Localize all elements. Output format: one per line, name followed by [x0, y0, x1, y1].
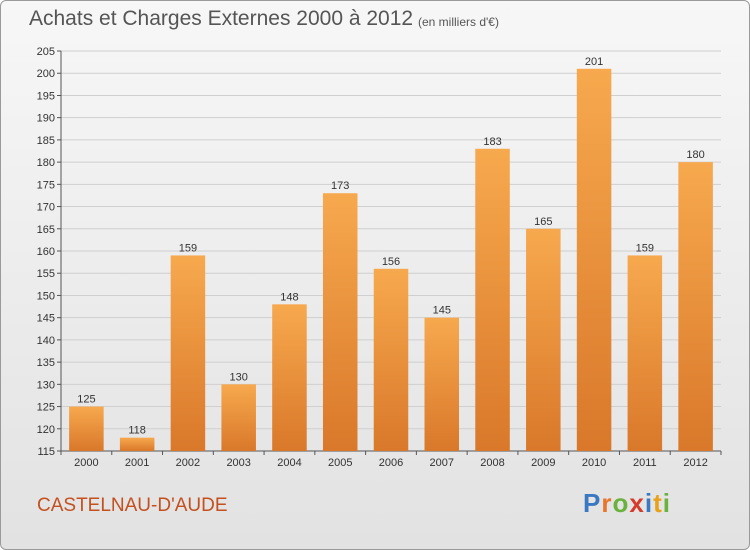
y-tick-label: 205	[37, 46, 55, 58]
logo-letter: i	[662, 488, 671, 518]
bar-2002	[170, 255, 206, 451]
data-label: 180	[686, 149, 704, 161]
data-label: 165	[534, 216, 552, 228]
x-tick-label: 2009	[531, 457, 555, 469]
bar-2012	[678, 162, 713, 451]
logo-letter: r	[601, 488, 613, 518]
y-tick-labels: 115 120 125 130 135 140 145 150 155 160 165 170 175 1…	[37, 46, 55, 458]
y-tick-label: 140	[37, 335, 55, 347]
bar-2009	[526, 228, 561, 451]
data-label: 148	[280, 291, 298, 303]
x-tick-label: 2006	[379, 457, 403, 469]
bar-2010	[576, 68, 612, 452]
data-label: 159	[636, 242, 654, 254]
y-tick-label: 145	[37, 313, 55, 325]
y-tick-label: 130	[37, 379, 55, 391]
x-tick-label: 2005	[328, 457, 352, 469]
x-tick-label: 2012	[683, 457, 707, 469]
data-labels: 125 118 159 130 148 173 156 145 183 165 201 159 180	[77, 56, 705, 437]
x-tick-label: 2010	[582, 457, 606, 469]
y-tick-label: 115	[37, 446, 55, 458]
bars	[69, 68, 713, 452]
x-tick-label: 2008	[480, 457, 504, 469]
proxiti-logo[interactable]: Proxiti	[583, 488, 671, 519]
chart-subtitle: (en milliers d'€)	[418, 15, 499, 29]
bar-2007	[424, 317, 460, 451]
y-tick-label: 120	[37, 424, 55, 436]
logo-letter: t	[653, 488, 663, 518]
bar-2005	[322, 193, 358, 451]
bar-2004	[272, 304, 307, 451]
data-label: 145	[433, 305, 451, 317]
y-tick-label: 135	[37, 357, 55, 369]
logo-letter: o	[612, 488, 630, 518]
bar-2006	[373, 268, 409, 451]
data-label: 130	[230, 371, 248, 383]
x-tick-labels: 2000 2001 2002 2003 2004 2005 2006 2007 2008 2009…	[60, 451, 722, 469]
y-tick-label: 170	[37, 202, 55, 214]
data-label: 183	[483, 136, 501, 148]
y-tick-label: 175	[37, 179, 55, 191]
x-tick-label: 2001	[125, 457, 149, 469]
y-tick-label: 125	[37, 402, 55, 414]
bar-2011	[627, 255, 663, 451]
y-tick-label: 195	[37, 90, 55, 102]
bar-2000	[69, 406, 104, 451]
logo-letter: x	[629, 488, 645, 518]
y-tick-label: 190	[37, 113, 55, 125]
data-label: 159	[179, 242, 197, 254]
x-tick-label: 2003	[226, 457, 250, 469]
location-name: CASTELNAU-D'AUDE	[37, 495, 228, 516]
data-label: 118	[128, 425, 146, 437]
chart-title: Achats et Charges Externes 2000 à 2012	[29, 7, 414, 30]
logo-letter: P	[583, 488, 602, 518]
logo-letter: i	[644, 488, 654, 518]
bar-2008	[475, 148, 510, 451]
data-label: 201	[585, 56, 603, 68]
y-tick-label: 185	[37, 135, 55, 147]
y-tick-label: 165	[37, 224, 55, 236]
x-tick-label: 2007	[430, 457, 454, 469]
y-tick-label: 155	[37, 268, 55, 280]
y-tick-label: 180	[37, 157, 55, 169]
data-label: 125	[77, 394, 95, 406]
x-tick-label: 2002	[176, 457, 200, 469]
data-label: 173	[331, 180, 349, 192]
x-tick-label: 2011	[633, 457, 657, 469]
x-tick-label: 2000	[74, 457, 98, 469]
data-label: 156	[382, 256, 400, 268]
bar-2001	[119, 437, 155, 451]
y-tick-label: 160	[37, 246, 55, 258]
y-tick-label: 150	[37, 290, 55, 302]
bar-2003	[221, 384, 256, 451]
y-tick-label: 200	[37, 68, 55, 80]
x-tick-label: 2004	[277, 457, 301, 469]
